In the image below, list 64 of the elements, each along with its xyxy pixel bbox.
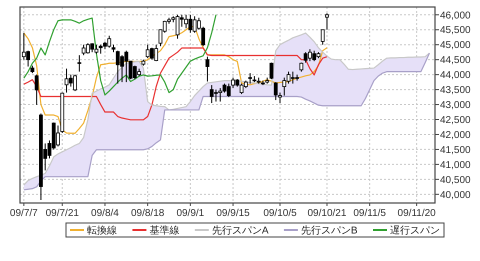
y-tick-label: 43,500 [440,85,472,96]
y-tick-label: 40,500 [440,174,472,186]
y-tick-label: 42,000 [440,130,472,141]
candlestick [124,50,128,83]
candlestick [312,50,316,62]
candlestick [56,125,60,147]
x-tick-label: 09/10/21 [308,208,347,219]
candlestick [22,32,26,60]
y-tick-label: 41,500 [440,144,472,156]
candlestick [192,16,197,34]
x-tick-label: 09/11/20 [398,208,436,219]
x-tick-label: 09/7/7 [10,208,38,219]
y-tick-label: 43,000 [440,100,472,112]
candlestick [107,35,112,48]
candlestick [210,84,214,104]
legend-label: 先行スパンB [300,224,358,237]
y-tick-label: 44,000 [440,70,472,82]
line-series [23,47,328,120]
candlestick [214,89,218,102]
candlestick [274,82,278,101]
y-tick-label: 42,500 [440,115,472,126]
candlestick [34,74,39,106]
candlestick [73,74,77,92]
y-tick-label: 45,500 [440,25,472,36]
x-tick-label: 09/10/5 [263,208,298,219]
candlestick [218,88,222,102]
candlestick [116,50,120,84]
candlestick [146,44,150,59]
candlestick [64,68,68,94]
candlestick [270,62,274,80]
legend-label: 基準線 [149,224,180,237]
x-tick-label: 09/11/5 [353,208,386,219]
candlestick [248,72,252,84]
candlestick [150,47,154,60]
x-tick-label: 09/9/1 [176,208,205,219]
y-tick-label: 45,000 [440,40,472,52]
legend-label: 転換線 [87,224,117,237]
candlestick [320,29,325,46]
candlestick [86,42,90,54]
candlestick [68,74,73,88]
candlestick [290,71,295,84]
candlestick [120,54,124,83]
candlestick [325,12,329,30]
legend-label: 先行スパンA [212,224,269,237]
candlestick [226,83,231,98]
candlestick [304,52,308,64]
x-tick-label: 09/8/4 [91,208,120,219]
x-tick-label: 09/9/15 [216,208,250,219]
y-tick-label: 40,000 [440,190,472,201]
candlestick [188,14,192,34]
candlestick [282,77,286,96]
y-tick-label: 44,500 [440,55,472,66]
x-tick-label: 09/7/21 [46,208,80,219]
candlestick [77,54,82,72]
y-tick-label: 41,000 [440,160,472,171]
candlestick [154,44,158,62]
candlestick [206,56,210,82]
y-tick-label: 46,000 [440,10,472,22]
x-tick-label: 09/8/18 [130,208,165,219]
candlestick [176,14,180,40]
candlestick [82,44,86,56]
legend-label: 遅行スパン [390,224,440,237]
candlestick [132,65,137,80]
line-series [23,14,217,96]
